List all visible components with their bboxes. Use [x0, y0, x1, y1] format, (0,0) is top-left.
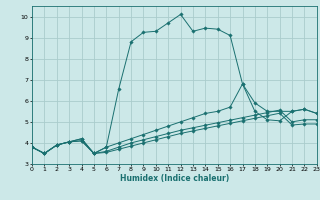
X-axis label: Humidex (Indice chaleur): Humidex (Indice chaleur): [120, 174, 229, 183]
